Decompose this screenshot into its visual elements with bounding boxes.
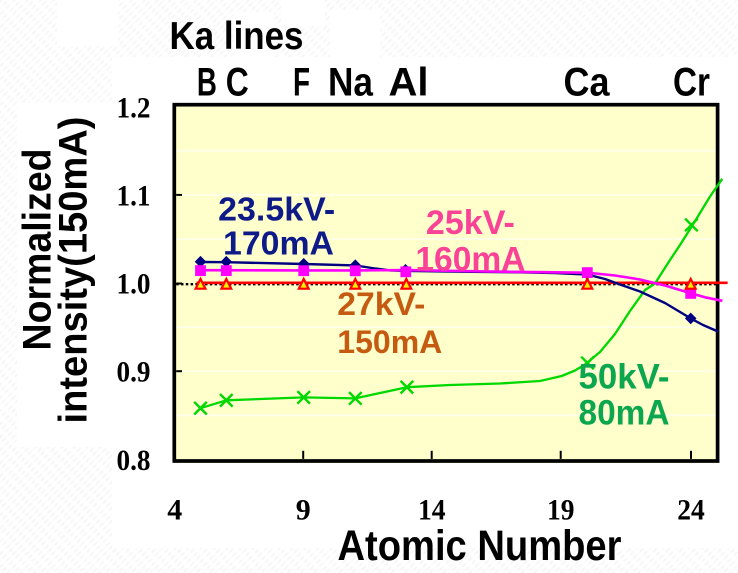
svg-text:1.2: 1.2 (117, 92, 151, 125)
svg-text:19: 19 (547, 494, 575, 527)
svg-text:25kV-: 25kV- (426, 204, 515, 242)
svg-text:Al: Al (389, 61, 429, 105)
svg-text:Ka lines: Ka lines (170, 15, 304, 58)
svg-text:Cr: Cr (673, 61, 710, 105)
svg-text:intensity(150mA): intensity(150mA) (52, 117, 96, 424)
svg-text:Normalized: Normalized (15, 149, 59, 351)
svg-text:1.1: 1.1 (117, 179, 151, 212)
svg-text:50kV-: 50kV- (579, 358, 670, 397)
svg-text:0.8: 0.8 (117, 444, 151, 477)
svg-text:170mA: 170mA (223, 225, 334, 262)
svg-text:C: C (226, 61, 249, 105)
svg-text:80mA: 80mA (579, 393, 670, 432)
svg-text:150mA: 150mA (337, 324, 442, 360)
svg-text:Ca: Ca (564, 61, 611, 105)
svg-text:27kV-: 27kV- (337, 286, 425, 322)
svg-text:14: 14 (418, 494, 446, 527)
svg-text:1.0: 1.0 (117, 268, 151, 301)
svg-text:4: 4 (167, 494, 182, 527)
svg-text:23.5kV-: 23.5kV- (218, 191, 335, 228)
svg-text:Atomic Number: Atomic Number (338, 522, 622, 570)
svg-text:160mA: 160mA (415, 240, 525, 278)
svg-text:0.9: 0.9 (117, 356, 151, 389)
svg-text:F: F (293, 61, 310, 105)
svg-text:24: 24 (677, 494, 705, 527)
svg-text:9: 9 (296, 494, 311, 527)
svg-text:Na: Na (328, 61, 374, 105)
svg-text:B: B (197, 61, 217, 105)
